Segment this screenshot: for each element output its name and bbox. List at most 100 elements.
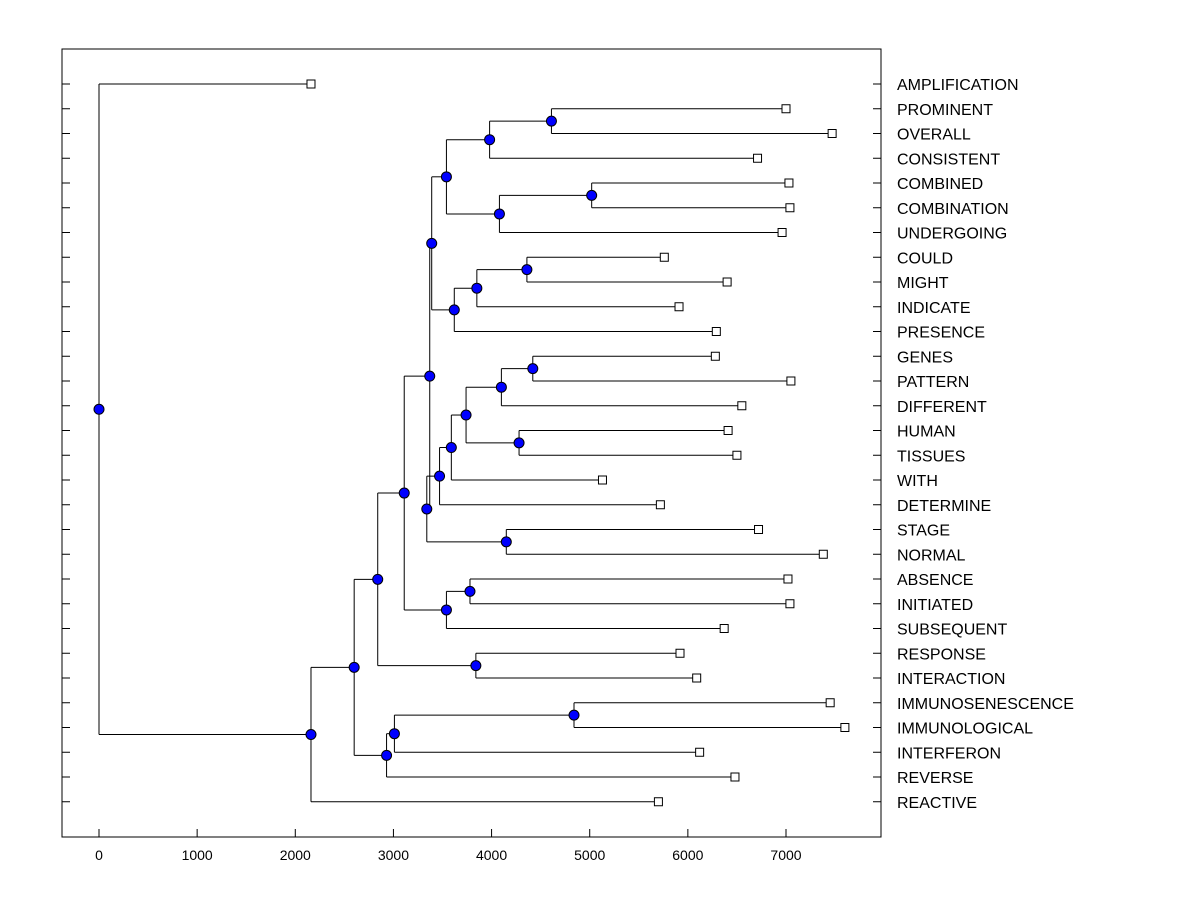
leaf-marker — [753, 153, 763, 163]
leaf-marker — [710, 351, 720, 361]
leaf-marker — [659, 252, 669, 262]
cluster-node — [513, 437, 525, 449]
cluster-node — [426, 237, 438, 249]
leaf-label: INTERACTION — [897, 671, 1005, 688]
leaf-markers — [306, 79, 850, 807]
x-tick-label: 6000 — [672, 847, 703, 863]
cluster-node — [448, 304, 460, 316]
leaf-marker — [827, 129, 837, 138]
leaf-label: UNDERGOING — [897, 226, 1007, 243]
cluster-nodes — [93, 115, 598, 761]
leaf-label: STAGE — [897, 523, 950, 540]
x-tick-label: 5000 — [574, 847, 605, 863]
leaf-marker — [692, 673, 702, 683]
axis-ticks: 0 1000 2000 3000 4000 5000 6000 7000 — [62, 83, 881, 863]
leaf-label: AMPLIFICATION — [897, 77, 1019, 94]
leaf-label: PROMINENT — [897, 102, 993, 119]
leaf-label: INITIATED — [897, 597, 973, 614]
leaf-labels: AMPLIFICATION PROMINENT OVERALL CONSISTENT C… — [897, 77, 1074, 812]
leaf-marker — [675, 648, 685, 658]
leaf-label: IMMUNOSENESCENCE — [897, 696, 1074, 713]
cluster-node — [440, 171, 452, 183]
leaf-marker — [785, 203, 795, 213]
cluster-node — [527, 363, 539, 375]
leaf-marker — [784, 178, 794, 188]
leaf-marker — [723, 426, 733, 435]
leaf-marker — [737, 401, 747, 411]
cluster-node — [445, 442, 457, 454]
cluster-node — [493, 208, 505, 220]
leaf-label: ABSENCE — [897, 572, 973, 589]
cluster-node — [305, 729, 317, 741]
cluster-node — [586, 189, 598, 201]
cluster-node — [460, 409, 472, 421]
cluster-node — [471, 282, 483, 294]
leaf-label: PATTERN — [897, 374, 969, 391]
x-tick-label: 2000 — [280, 847, 311, 863]
leaf-marker — [786, 376, 796, 386]
cluster-node — [545, 115, 557, 127]
leaf-marker — [674, 302, 684, 312]
leaf-marker — [818, 549, 828, 559]
leaf-label: GENES — [897, 349, 953, 366]
leaf-label: INDICATE — [897, 300, 970, 317]
cluster-node — [93, 403, 105, 415]
cluster-node — [424, 370, 436, 382]
leaf-label: COMBINED — [897, 176, 983, 193]
leaf-label: CONSISTENT — [897, 151, 1000, 168]
leaf-marker — [732, 450, 742, 460]
leaf-label: WITH — [897, 473, 938, 490]
leaf-marker — [655, 500, 665, 510]
cluster-node — [495, 381, 507, 393]
x-tick-label: 0 — [95, 847, 103, 863]
leaf-label: INTERFERON — [897, 745, 1001, 762]
leaf-marker — [695, 747, 705, 757]
leaf-label: TISSUES — [897, 448, 965, 465]
leaf-label: HUMAN — [897, 424, 956, 441]
leaf-label: MIGHT — [897, 275, 949, 292]
cluster-node — [434, 470, 446, 482]
leaf-label: OVERALL — [897, 127, 971, 144]
cluster-node — [348, 661, 360, 673]
cluster-node — [440, 604, 452, 616]
x-tick-label: 4000 — [476, 847, 507, 863]
leaf-label: REVERSE — [897, 770, 973, 787]
leaf-marker — [719, 624, 729, 633]
leaf-label: RESPONSE — [897, 646, 986, 663]
leaf-marker — [730, 772, 740, 782]
leaf-label: COMBINATION — [897, 201, 1009, 218]
cluster-node — [484, 134, 496, 146]
leaf-label: COULD — [897, 250, 953, 267]
leaf-marker — [783, 574, 793, 584]
x-tick-label: 1000 — [182, 847, 213, 863]
leaf-label: IMMUNOLOGICAL — [897, 721, 1033, 738]
leaf-marker — [722, 277, 732, 287]
leaf-marker — [754, 525, 764, 534]
leaf-label: DIFFERENT — [897, 399, 987, 416]
cluster-node — [568, 709, 580, 721]
leaf-marker — [711, 327, 721, 336]
leaf-label: REACTIVE — [897, 795, 977, 812]
cluster-node — [470, 660, 482, 672]
leaf-marker — [597, 475, 607, 485]
cluster-node — [464, 585, 476, 597]
leaf-marker — [306, 79, 316, 89]
x-tick-label: 7000 — [770, 847, 801, 863]
leaf-marker — [825, 698, 835, 708]
cluster-node — [388, 728, 400, 740]
cluster-node — [500, 536, 512, 548]
leaf-marker — [781, 104, 791, 114]
cluster-node — [521, 264, 533, 276]
cluster-node — [372, 573, 384, 585]
leaf-marker — [777, 228, 787, 237]
leaf-label: PRESENCE — [897, 325, 985, 342]
leaf-label: SUBSEQUENT — [897, 622, 1007, 639]
leaf-label: DETERMINE — [897, 498, 991, 515]
leaf-label: NORMAL — [897, 547, 966, 564]
cluster-node — [421, 503, 433, 515]
leaf-marker — [785, 599, 795, 609]
leaf-marker — [653, 797, 663, 807]
x-tick-label: 3000 — [378, 847, 409, 863]
cluster-node — [381, 749, 393, 761]
